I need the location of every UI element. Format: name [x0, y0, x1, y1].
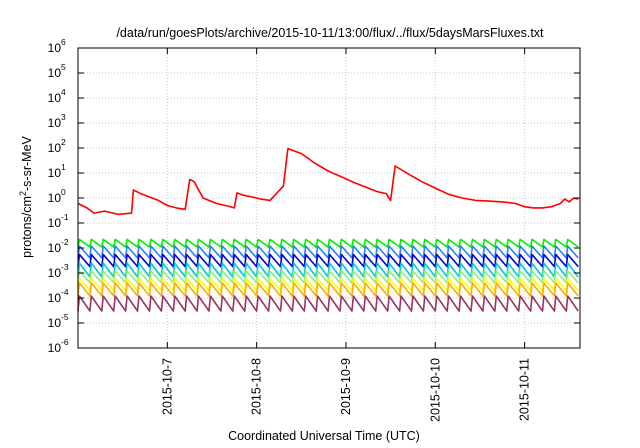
y-axis-label-sup: 2	[18, 191, 28, 196]
y-tick-exponent: 5	[61, 62, 66, 72]
y-tick-exponent: 0	[61, 187, 66, 197]
y-tick-exponent: 4	[61, 87, 66, 97]
series-line-6	[77, 270, 579, 284]
y-tick-label: 10	[48, 166, 62, 180]
series-line-4	[77, 253, 579, 268]
y-tick-label: 10	[48, 241, 62, 255]
x-tick-label: 2015-10-7	[160, 358, 174, 415]
y-tick-label: 10	[48, 216, 62, 230]
y-tick-label: 10	[48, 91, 62, 105]
y-tick-label: 10	[48, 316, 62, 330]
y-tick-exponent: -5	[61, 312, 69, 322]
x-tick-label: 2015-10-9	[339, 358, 353, 415]
y-axis-label: protons/cm2-s-sr-MeV	[18, 135, 34, 257]
y-tick-label: 10	[48, 66, 62, 80]
y-tick-label: 10	[48, 266, 62, 280]
y-tick-label: 10	[48, 116, 62, 130]
y-tick-label: 10	[48, 191, 62, 205]
series-layer	[77, 147, 579, 312]
y-tick-exponent: 3	[61, 112, 66, 122]
series-line-1	[77, 147, 579, 216]
x-axis-label: Coordinated Universal Time (UTC)	[228, 429, 420, 443]
y-axis: 10 -610 -510 -410 -310 -210 -110 010 110 210 310 41…	[48, 37, 580, 355]
x-tick-label: 2015-10-8	[250, 358, 264, 415]
y-tick-exponent: 6	[61, 37, 66, 47]
x-tick-label: 2015-10-11	[518, 358, 532, 421]
y-tick-exponent: -4	[61, 287, 69, 297]
x-tick-label: 2015-10-10	[428, 358, 442, 422]
y-tick-label: 10	[48, 291, 62, 305]
y-tick-exponent: 2	[61, 137, 66, 147]
y-axis-label-base: protons/cm	[20, 196, 34, 258]
y-tick-label: 10	[48, 41, 62, 55]
y-tick-label: 10	[48, 141, 62, 155]
y-tick-exponent: 1	[61, 162, 66, 172]
x-axis: 2015-10-7 2015-10-8 2015-10-9 2015-10-10 201…	[160, 48, 532, 422]
series-line-8	[77, 282, 579, 297]
y-tick-exponent: -3	[61, 262, 69, 272]
series-line-3	[77, 245, 579, 259]
y-axis-label-rest: -s-sr-MeV	[20, 135, 34, 191]
y-tick-exponent: -1	[61, 212, 69, 222]
series-line-2	[77, 238, 579, 248]
y-tick-exponent: -2	[61, 237, 69, 247]
chart-title: /data/run/goesPlots/archive/2015-10-11/1…	[116, 26, 544, 40]
y-tick-exponent: -6	[61, 337, 69, 347]
series-line-9	[77, 295, 579, 312]
y-tick-label: 10	[48, 341, 62, 355]
